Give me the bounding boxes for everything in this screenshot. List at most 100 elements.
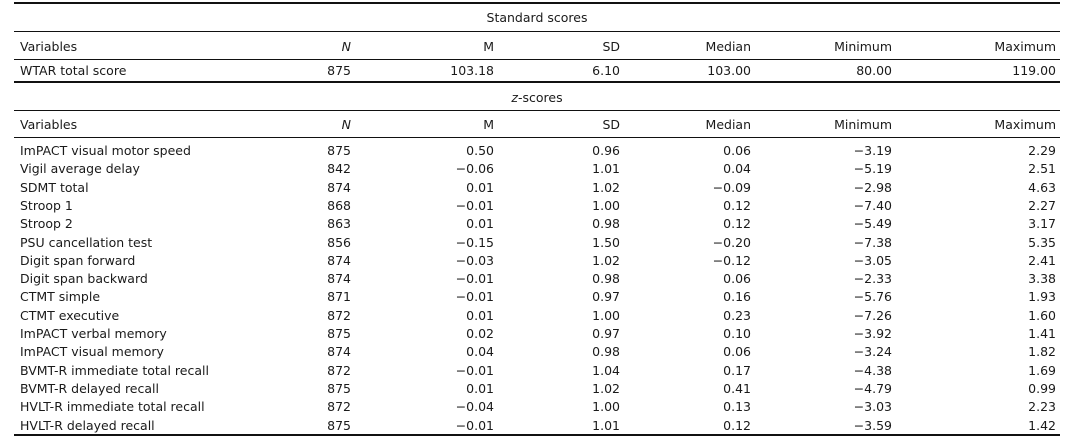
row-maximum: 5.35: [1028, 234, 1056, 250]
table-row: ImPACT visual memory 874 0.04 0.98 0.06 −3.24…: [14, 343, 1060, 361]
row-minimum: −3.05: [853, 252, 892, 268]
table-row: BVMT-R delayed recall 875 0.01 1.02 0.41 −4.7…: [14, 380, 1060, 398]
row-n: 875: [327, 380, 351, 396]
bottom-rule: [14, 434, 1060, 436]
z-header-row: Variables N M SD Median Minimum Maximum: [14, 116, 1060, 134]
row-n: 874: [327, 252, 351, 268]
row-sd: 6.10: [592, 63, 620, 78]
row-variable: CTMT executive: [20, 307, 120, 323]
row-variable: Stroop 1: [20, 197, 73, 213]
row-maximum: 2.41: [1028, 252, 1056, 268]
standard-scores-title: Standard scores: [486, 10, 588, 25]
header-m: M: [483, 39, 494, 54]
row-median: 0.10: [723, 326, 751, 341]
row-minimum: −2.98: [853, 179, 892, 195]
row-maximum: 3.38: [1028, 271, 1056, 287]
row-sd: 1.01: [592, 417, 620, 433]
row-maximum: 2.27: [1028, 197, 1056, 213]
row-sd: 0.98: [592, 216, 620, 232]
row-n: 874: [327, 271, 351, 287]
standard-header-row: Variables N M SD Median Minimum Maximum: [14, 38, 1060, 56]
row-n: 863: [327, 216, 351, 232]
row-median: 0.06: [723, 344, 751, 360]
row-minimum: −3.59: [853, 417, 892, 433]
row-median: 0.12: [723, 417, 751, 433]
row-m: −0.01: [455, 289, 494, 305]
row-median: −0.12: [712, 252, 751, 268]
row-variable: BVMT-R immediate total recall: [20, 362, 209, 378]
row-m: 0.01: [466, 380, 494, 396]
row-variable: CTMT simple: [20, 289, 101, 305]
row-median: 0.17: [723, 362, 751, 378]
row-maximum: 4.63: [1028, 179, 1056, 195]
row-minimum: −5.76: [853, 289, 892, 305]
row-minimum: −5.19: [853, 161, 892, 177]
row-minimum: −7.26: [853, 307, 892, 323]
row-median: 0.12: [723, 216, 751, 232]
row-sd: 0.97: [592, 289, 620, 305]
row-m: −0.15: [455, 234, 494, 250]
row-sd: 1.00: [592, 399, 620, 415]
row-m: −0.01: [455, 362, 494, 378]
row-variable: Vigil average delay: [20, 161, 140, 177]
row-minimum: −3.03: [853, 399, 892, 415]
row-sd: 1.00: [592, 307, 620, 323]
row-sd: 0.98: [592, 344, 620, 360]
row-n: 872: [327, 399, 351, 415]
row-n: 875: [327, 143, 351, 158]
header-variables: Variables: [20, 117, 78, 132]
row-sd: 1.02: [592, 252, 620, 268]
row-m: 0.01: [466, 307, 494, 323]
row-median: 0.13: [723, 399, 751, 415]
row-n: 875: [327, 326, 351, 341]
row-median: 0.23: [723, 307, 751, 323]
row-maximum: 3.17: [1028, 216, 1056, 232]
row-m: −0.01: [455, 271, 494, 287]
row-minimum: −3.24: [853, 344, 892, 360]
z-scores-title-suffix: -scores: [517, 90, 563, 105]
row-median: 0.04: [723, 161, 751, 177]
row-maximum: 1.60: [1028, 307, 1056, 323]
row-median: 0.06: [723, 271, 751, 287]
row-variable: ImPACT visual motor speed: [20, 143, 191, 158]
row-median: 0.06: [723, 143, 751, 158]
row-minimum: −5.49: [853, 216, 892, 232]
row-sd: 0.96: [592, 143, 620, 158]
header-n: N: [341, 39, 351, 54]
row-n: 875: [327, 417, 351, 433]
table-row: BVMT-R immediate total recall 872 −0.01 1.0…: [14, 362, 1060, 380]
row-n: 872: [327, 362, 351, 378]
table-row: ImPACT visual motor speed 875 0.50 0.96 0.06…: [14, 142, 1060, 160]
table-row: Vigil average delay 842 −0.06 1.01 0.04 −5.19…: [14, 160, 1060, 178]
header-minimum: Minimum: [834, 117, 892, 132]
row-median: 0.41: [723, 380, 751, 396]
row-maximum: 2.23: [1028, 399, 1056, 415]
z-title-rule: [14, 110, 1060, 111]
table-row: CTMT executive 872 0.01 1.00 0.23 −7.26 1.60: [14, 307, 1060, 325]
table-row: SDMT total 874 0.01 1.02 −0.09 −2.98 4.63: [14, 179, 1060, 197]
table-row: ImPACT verbal memory 875 0.02 0.97 0.10 −3.92…: [14, 325, 1060, 343]
header-maximum: Maximum: [994, 39, 1056, 54]
row-maximum: 2.51: [1028, 161, 1056, 177]
row-median: 0.16: [723, 289, 751, 305]
row-median: −0.20: [712, 234, 751, 250]
row-variable: HVLT-R delayed recall: [20, 417, 155, 433]
row-variable: SDMT total: [20, 179, 89, 195]
row-n: 842: [327, 161, 351, 177]
header-minimum: Minimum: [834, 39, 892, 54]
row-m: 0.01: [466, 179, 494, 195]
row-median: 0.12: [723, 197, 751, 213]
row-m: −0.06: [455, 161, 494, 177]
z-scores-title: z-scores: [14, 89, 1060, 107]
row-variable: Stroop 2: [20, 216, 73, 232]
row-m: 0.01: [466, 216, 494, 232]
row-n: 872: [327, 307, 351, 323]
row-n: 874: [327, 179, 351, 195]
row-variable: ImPACT verbal memory: [20, 326, 167, 341]
top-rule: [14, 2, 1060, 4]
row-minimum: 80.00: [856, 63, 892, 78]
header-m: M: [483, 117, 494, 132]
row-minimum: −3.19: [853, 143, 892, 158]
row-m: −0.03: [455, 252, 494, 268]
